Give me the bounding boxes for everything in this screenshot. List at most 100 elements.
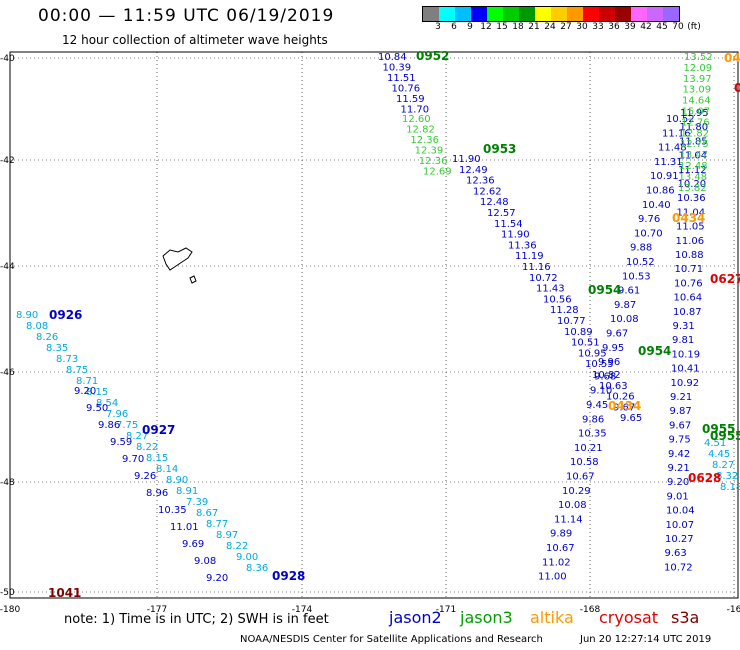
swh-value: 10.35 [158, 505, 187, 516]
swh-value: 8.27 [712, 460, 734, 471]
swh-value: 9.86 [582, 414, 604, 425]
swh-value: 10.26 [606, 392, 635, 403]
swh-value: 11.59 [396, 94, 425, 105]
swh-value: 9.08 [194, 556, 216, 567]
lon-tick-label: -16 [727, 605, 740, 615]
pass-label: 0928 [272, 569, 305, 583]
pass-label: 0627 [710, 272, 740, 286]
swh-value: 10.92 [671, 378, 700, 389]
swh-value: 10.08 [610, 314, 639, 325]
swh-value: 13.97 [683, 74, 712, 85]
map-subtitle: 12 hour collection of altimeter wave hei… [62, 33, 328, 47]
swh-value: 9.42 [668, 449, 690, 460]
swh-value: 9.20 [74, 386, 96, 397]
swh-value: 10.19 [672, 349, 701, 360]
swh-value: 10.04 [666, 506, 695, 517]
swh-value: 10.27 [665, 534, 694, 545]
swh-value: 9.45 [586, 400, 608, 411]
swh-value: 9.63 [665, 548, 687, 559]
swh-value: 10.67 [546, 543, 575, 554]
swh-value: 10.71 [675, 264, 704, 275]
swh-value: 7.75 [116, 420, 138, 431]
swh-value: 10.21 [574, 443, 603, 454]
swh-value: 13.82 [678, 183, 707, 194]
swh-value: 11.04 [679, 151, 708, 162]
swh-value: 9.68 [594, 371, 616, 382]
lat-tick-label: -44 [0, 262, 15, 272]
swh-value: 12.49 [459, 165, 488, 176]
swh-value: 12.76 [681, 117, 710, 128]
credit-text: NOAA/NESDIS Center for Satellite Applica… [240, 634, 543, 645]
swh-value: 8.54 [96, 398, 118, 409]
swh-value: 9.21 [668, 463, 690, 474]
swh-value: 8.67 [196, 508, 218, 519]
scale-label: 3 [435, 22, 441, 32]
swh-value: 10.41 [671, 364, 700, 375]
swh-value: 10.52 [626, 257, 655, 268]
swh-value: 11.31 [654, 157, 683, 168]
swh-value: 11.70 [401, 105, 430, 116]
swh-value: 9.67 [606, 329, 628, 340]
scale-swatch [599, 7, 615, 21]
swh-value: 10.88 [675, 250, 704, 261]
swh-value: 10.77 [557, 316, 586, 327]
swh-value: 8.14 [156, 464, 178, 475]
swh-value: 11.12 [678, 165, 707, 176]
map-title: 00:00 — 11:59 UTC 06/19/2019 [38, 6, 335, 26]
swh-value: 10.64 [674, 293, 703, 304]
swh-value: 8.73 [56, 354, 78, 365]
swh-value: 11.43 [536, 284, 565, 295]
timestamp-text: Jun 20 12:27:14 UTC 2019 [580, 634, 712, 645]
gridlines [9, 52, 738, 598]
swh-value: 8.90 [166, 475, 188, 486]
swh-value: 12.82 [681, 128, 710, 139]
scale-label: 33 [592, 22, 604, 32]
swh-value: 11.80 [680, 122, 709, 133]
scale-swatch [647, 7, 663, 21]
swh-value: 9.87 [614, 300, 636, 311]
swh-value: 9.50 [86, 403, 108, 414]
scale-label: 36 [608, 22, 620, 32]
pass-label: 0434 [672, 211, 705, 225]
scale-swatch [567, 7, 583, 21]
swh-value: 11.28 [550, 305, 579, 316]
pass-label: 0 [734, 81, 740, 95]
scale-label: 18 [512, 22, 524, 32]
island-outline [162, 247, 197, 284]
pass-label: 0952 [416, 49, 449, 63]
swh-value: 8.90 [16, 310, 38, 321]
swh-value: 9.69 [182, 539, 204, 550]
swh-value: 9.96 [598, 357, 620, 368]
pass-label: 0953 [483, 142, 516, 156]
swh-value: 8.18 [720, 482, 740, 493]
swh-value: 11.16 [662, 128, 691, 139]
swh-value: 10.72 [664, 562, 693, 573]
scale-swatch [423, 7, 439, 21]
swh-value: 10.58 [570, 457, 599, 468]
swh-value: 11.51 [387, 73, 416, 84]
lon-tick-label: -171 [436, 605, 456, 615]
swh-value: 12.36 [419, 156, 448, 167]
swh-value: 12.60 [402, 114, 431, 125]
swh-value: 10.51 [571, 338, 600, 349]
swh-value: 10.40 [642, 200, 671, 211]
footnote: note: 1) Time is in UTC; 2) SWH is in fe… [64, 612, 329, 627]
pass-label: 0954 [638, 344, 671, 358]
pass-label: 0628 [688, 471, 721, 485]
swh-value: 10.29 [562, 486, 591, 497]
pass-label: 0927 [142, 423, 175, 437]
lat-tick-label: -42 [0, 156, 15, 166]
swh-value: 12.39 [415, 146, 444, 157]
swh-value: 10.56 [543, 294, 572, 305]
swh-value: 10.67 [566, 472, 595, 483]
swh-value: 10.87 [673, 307, 702, 318]
swh-value: 9.87 [670, 406, 692, 417]
swh-value: 12.57 [487, 208, 516, 219]
swh-value: 11.00 [538, 572, 567, 583]
swh-value: 9.20 [206, 573, 228, 584]
scale-label: 21 [528, 22, 540, 32]
swh-value: 9.10 [590, 386, 612, 397]
scale-label: 39 [624, 22, 636, 32]
swh-value: 12.48 [480, 197, 509, 208]
